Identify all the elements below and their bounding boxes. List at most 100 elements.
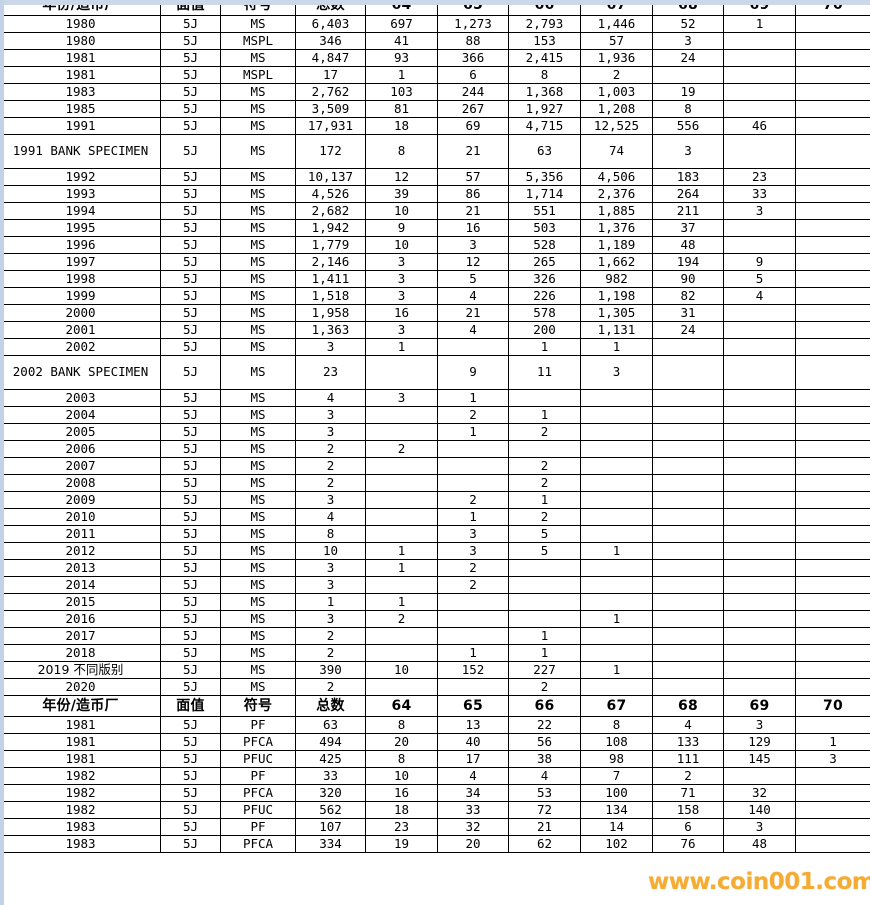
cell-value: 82 — [652, 287, 724, 305]
cell-value: 5J — [160, 117, 221, 135]
cell-value: 1,198 — [580, 287, 653, 305]
cell-value: MS — [220, 542, 296, 560]
cell-value: 346 — [295, 32, 366, 50]
cell-value: 1 — [365, 542, 438, 560]
table-row: 2014 5J MS 3 2 — [0, 576, 870, 594]
cell-value: 1,208 — [580, 100, 653, 118]
cell-value: 2 — [508, 423, 581, 441]
cell-value: MS — [220, 457, 296, 475]
cell-value: 2 — [295, 440, 366, 458]
cell-value: 2 — [295, 678, 366, 696]
table-row: 1981 5J PF 63 8 13 22 8 4 3 — [0, 716, 870, 734]
cell-value: 2 — [580, 66, 653, 84]
cell-value: 5J — [160, 678, 221, 696]
cell-value: 2 — [437, 491, 509, 509]
cell-value — [795, 508, 870, 526]
cell-value: 3 — [295, 610, 366, 628]
cell-value — [795, 593, 870, 611]
cell-value: 133 — [652, 733, 724, 751]
cell-value: MS — [220, 576, 296, 594]
cell-value: 5J — [160, 440, 221, 458]
cell-value — [723, 355, 796, 390]
cell-value: 5J — [160, 733, 221, 751]
cell-value — [723, 66, 796, 84]
cell-value: 21 — [508, 818, 581, 836]
cell-value: 528 — [508, 236, 581, 254]
cell-value: 3 — [295, 576, 366, 594]
cell-value — [723, 321, 796, 339]
cell-value — [723, 767, 796, 785]
cell-value — [795, 83, 870, 101]
cell-value: 5J — [160, 818, 221, 836]
cell-value: 140 — [723, 801, 796, 819]
cell-value: MS — [220, 678, 296, 696]
cell-value: 5J — [160, 576, 221, 594]
cell-value: 5J — [160, 100, 221, 118]
cell-value — [795, 440, 870, 458]
cell-year-mint: 2000 — [0, 304, 161, 322]
cell-value: 5J — [160, 457, 221, 475]
cell-value: MS — [220, 236, 296, 254]
table-row: 2017 5J MS 2 1 — [0, 627, 870, 645]
cell-value — [795, 542, 870, 560]
cell-year-mint: 1982 — [0, 784, 161, 802]
cell-value: 63 — [508, 134, 581, 169]
cell-value: 2 — [508, 457, 581, 475]
cell-value: 3 — [723, 716, 796, 734]
cell-value: 1 — [508, 644, 581, 662]
cell-value — [652, 627, 724, 645]
cell-value: 697 — [365, 15, 438, 33]
cell-value: 5J — [160, 627, 221, 645]
cell-value: 4 — [437, 287, 509, 305]
cell-value: 16 — [437, 219, 509, 237]
cell-value: 5J — [160, 304, 221, 322]
cell-value: 145 — [723, 750, 796, 768]
cell-year-mint: 1980 — [0, 15, 161, 33]
cell-year-mint: 2018 — [0, 644, 161, 662]
cell-value: 21 — [437, 202, 509, 220]
cell-value: 103 — [365, 83, 438, 101]
cell-value — [723, 610, 796, 628]
cell-value — [508, 389, 581, 407]
cell-value: 2 — [295, 474, 366, 492]
cell-value — [652, 678, 724, 696]
cell-value: 10,137 — [295, 168, 366, 186]
table-row: 2003 5J MS 4 3 1 — [0, 389, 870, 407]
cell-value: 1,885 — [580, 202, 653, 220]
table-row: 1994 5J MS 2,682 10 21 551 1,885 211 3 — [0, 202, 870, 220]
cell-year-mint: 2002 BANK SPECIMEN — [0, 355, 161, 390]
cell-value — [795, 678, 870, 696]
cell-value — [723, 134, 796, 169]
cell-year-mint: 1995 — [0, 219, 161, 237]
table-row: 1985 5J MS 3,509 81 267 1,927 1,208 8 — [0, 100, 870, 118]
cell-value: MS — [220, 661, 296, 679]
cell-value: 4,526 — [295, 185, 366, 203]
cell-value: 1 — [580, 610, 653, 628]
cell-value: 3 — [652, 134, 724, 169]
cell-value — [723, 661, 796, 679]
cell-value: MS — [220, 219, 296, 237]
cell-value — [795, 767, 870, 785]
cell-value: 2 — [365, 610, 438, 628]
cell-value: MS — [220, 525, 296, 543]
table-row: 2012 5J MS 10 1 3 5 1 — [0, 542, 870, 560]
cell-value: 5J — [160, 32, 221, 50]
cell-value: 578 — [508, 304, 581, 322]
table-row: 2010 5J MS 4 1 2 — [0, 508, 870, 526]
cell-value: 4 — [295, 389, 366, 407]
cell-value — [652, 610, 724, 628]
cell-value — [723, 389, 796, 407]
table-row: 1982 5J PFCA 320 16 34 53 100 71 32 — [0, 784, 870, 802]
cell-value — [795, 644, 870, 662]
cell-value: MS — [220, 321, 296, 339]
cell-value: 20 — [437, 835, 509, 853]
cell-value — [723, 678, 796, 696]
cell-value — [508, 559, 581, 577]
cell-value: 562 — [295, 801, 366, 819]
table-row: 2009 5J MS 3 2 1 — [0, 491, 870, 509]
cell-value: 4 — [437, 321, 509, 339]
cell-value: 69 — [437, 117, 509, 135]
table-row: 1997 5J MS 2,146 3 12 265 1,662 194 9 — [0, 253, 870, 271]
table-row: 1981 5J MS 4,847 93 366 2,415 1,936 24 — [0, 49, 870, 67]
cell-value: 4,715 — [508, 117, 581, 135]
